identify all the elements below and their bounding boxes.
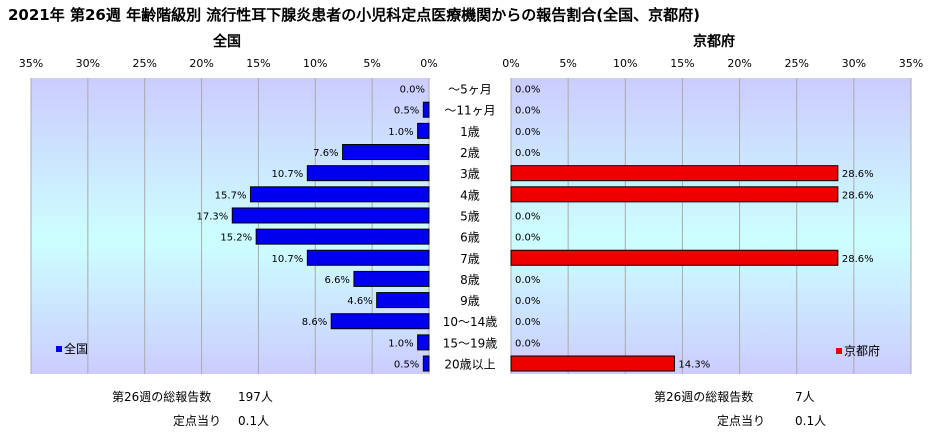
kyoto-data-label: 0.0% [515,148,540,159]
right-x-tick-label: 5% [559,57,576,70]
left-x-tick-label: 5% [363,57,380,70]
right-plot-area [511,78,911,374]
right-x-tick-label: 20% [727,57,751,70]
kyoto-bar [510,355,675,372]
national-bar [376,292,430,309]
category-label: 9歳 [460,294,480,308]
right-x-tick-label: 30% [842,57,866,70]
national-bar [249,186,430,203]
national-data-label: 15.2% [220,233,252,244]
national-bar [422,101,430,118]
national-data-label: 6.6% [325,275,350,286]
national-data-label: 1.0% [388,338,413,349]
national-data-label: 0.5% [394,360,419,371]
category-label: 20歳以上 [444,358,495,372]
left-x-tick-label: 10% [303,57,327,70]
category-label: 3歳 [460,167,480,181]
national-data-label: 10.7% [272,254,304,265]
right-x-tick-label: 10% [613,57,637,70]
left-panel-title: 全国 [213,34,241,50]
kyoto-data-label: 0.0% [515,85,540,96]
right-per-value: 0.1人 [795,414,827,428]
national-bar [417,334,430,351]
left-x-tick-label: 25% [132,57,156,70]
kyoto-data-label: 0.0% [515,211,540,222]
national-data-label: 8.6% [302,317,327,328]
chart-title: 2021年 第26週 年齢階級別 流行性耳下腺炎患者の小児科定点医療機関からの報… [8,6,701,24]
category-label: 7歳 [460,252,480,266]
national-bar [306,165,430,182]
right-total-label: 第26週の総報告数 [654,390,754,404]
right-x-tick-label: 25% [784,57,808,70]
kyoto-bar [510,165,839,182]
national-bar [306,249,430,266]
kyoto-legend-label: 京都府 [844,343,880,358]
right-panel-title: 京都府 [693,34,735,50]
kyoto-data-label: 0.0% [515,317,540,328]
national-data-label: 15.7% [215,190,247,201]
kyoto-data-label: 0.0% [515,296,540,307]
national-data-label: 0.0% [400,85,425,96]
category-label: 2歳 [460,146,480,160]
left-plot-area [31,78,429,374]
kyoto-data-label: 28.6% [842,190,874,201]
national-bar [417,122,430,139]
kyoto-data-label: 0.0% [515,106,540,117]
left-per-label: 定点当り [173,414,222,428]
national-data-label: 0.5% [394,106,419,117]
left-per-value: 0.1人 [238,414,270,428]
kyoto-data-label: 0.0% [515,127,540,138]
national-bar [231,207,430,224]
category-label: 5歳 [460,209,480,223]
category-label: 1歳 [460,125,480,139]
kyoto-data-label: 0.0% [515,233,540,244]
national-bar [422,355,430,372]
category-label: 10～14歳 [443,315,498,329]
category-label: ～5ヶ月 [448,83,492,97]
national-data-label: 4.6% [347,296,372,307]
left-x-tick-label: 30% [76,57,100,70]
national-bar [255,228,430,245]
kyoto-data-label: 28.6% [842,169,874,180]
right-x-tick-label: 35% [899,57,923,70]
kyoto-legend-swatch [836,348,842,354]
national-data-label: 17.3% [196,211,228,222]
right-total-value: 7人 [795,390,815,404]
kyoto-data-label: 28.6% [842,254,874,265]
category-label: 8歳 [460,273,480,287]
national-data-label: 1.0% [388,127,413,138]
left-total-value: 197人 [238,390,273,404]
left-x-tick-label: 20% [189,57,213,70]
left-total-label: 第26週の総報告数 [112,390,212,404]
kyoto-data-label: 0.0% [515,338,540,349]
category-label: 4歳 [460,188,480,202]
chart-svg: 35% 30% 25% 20% 15% 10% 5% 0% 0% 5% 10% 15% 20% 25% 30… [19,57,923,374]
national-bar [342,144,430,161]
category-label: 6歳 [460,231,480,245]
national-bar [353,270,430,287]
category-label: ～11ヶ月 [444,104,495,118]
right-per-label: 定点当り [717,414,766,428]
national-bar [330,313,430,330]
category-label: 15～19歳 [443,336,498,350]
kyoto-bar [510,249,839,266]
kyoto-data-label: 0.0% [515,275,540,286]
national-data-label: 7.6% [313,148,338,159]
national-legend-swatch [56,346,62,352]
kyoto-data-label: 14.3% [678,360,710,371]
national-legend-label: 全国 [64,341,88,356]
kyoto-bar [510,186,839,203]
left-x-tick-label: 35% [19,57,43,70]
right-x-tick-label: 0% [502,57,519,70]
right-x-tick-label: 15% [670,57,694,70]
left-x-tick-label: 15% [246,57,270,70]
national-data-label: 10.7% [272,169,304,180]
left-x-tick-label: 0% [420,57,437,70]
